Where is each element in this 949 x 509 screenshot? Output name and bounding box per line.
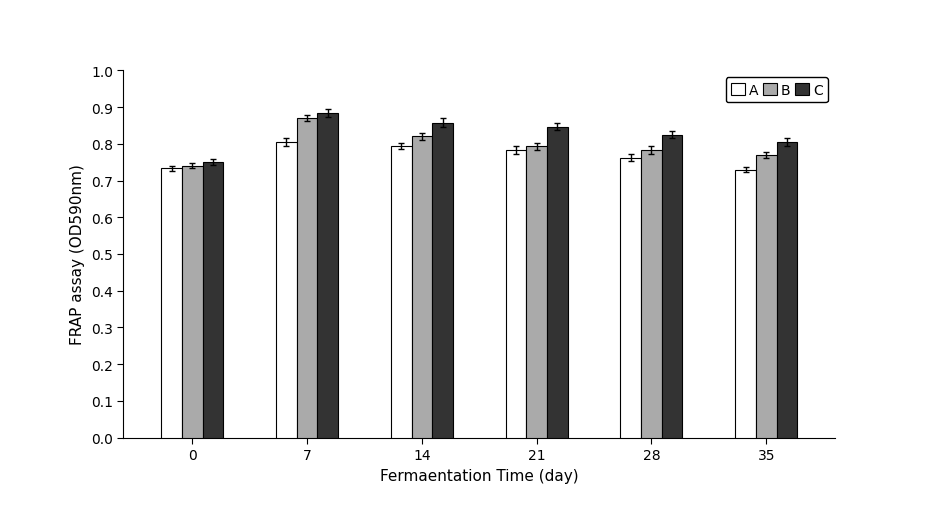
Bar (506, 151, 527, 438)
Bar (547, 127, 568, 438)
Legend: A, B, C: A, B, C (726, 78, 828, 103)
X-axis label: Fermaentation Time (day): Fermaentation Time (day) (380, 468, 579, 483)
Bar (412, 137, 432, 438)
Bar (276, 143, 297, 438)
Bar (202, 163, 223, 438)
Y-axis label: FRAP assay (OD590nm): FRAP assay (OD590nm) (70, 164, 85, 345)
Bar (161, 169, 182, 438)
Bar (642, 151, 661, 438)
Bar (391, 147, 412, 438)
Bar (756, 156, 776, 438)
Bar (317, 114, 338, 438)
Bar (661, 135, 682, 438)
Bar (735, 170, 756, 438)
Bar (527, 147, 547, 438)
Bar (621, 158, 642, 438)
Bar (297, 119, 317, 438)
Bar (432, 123, 453, 438)
Bar (182, 166, 202, 438)
Bar (776, 143, 797, 438)
